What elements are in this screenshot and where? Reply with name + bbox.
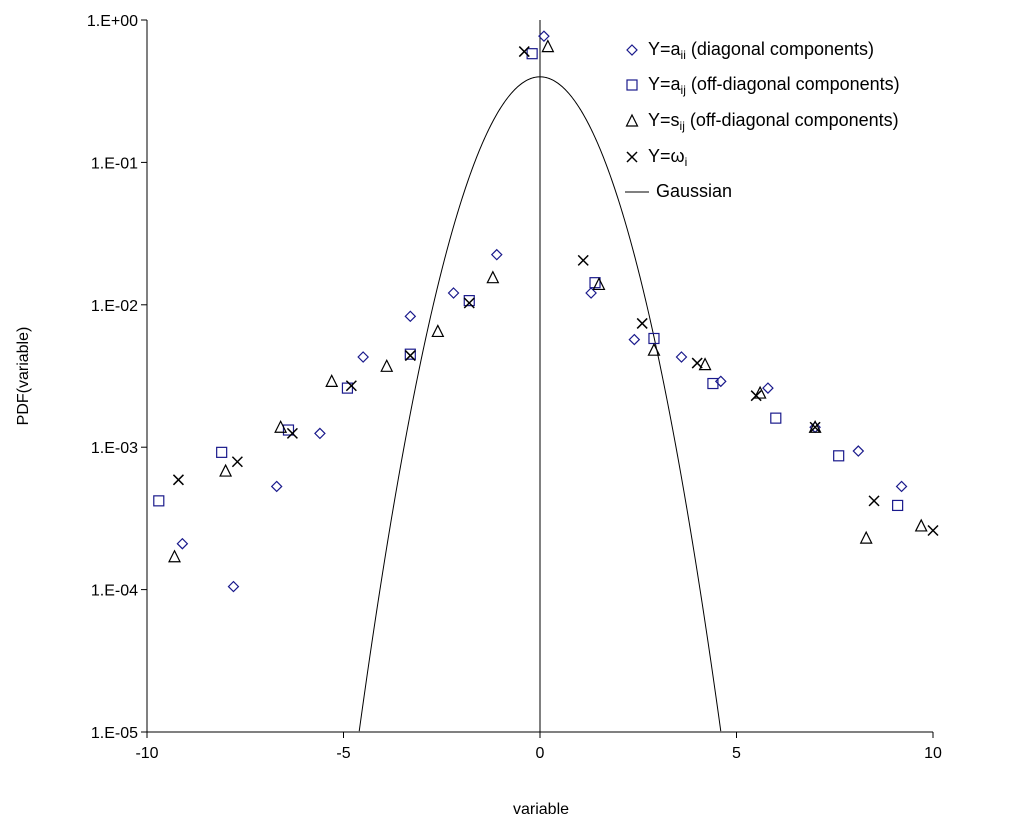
data-point-triangle (432, 325, 443, 336)
data-point-diamond (897, 481, 907, 491)
y-tick-label: 1.E-03 (91, 440, 138, 457)
data-point-diamond (676, 352, 686, 362)
y-tick-label: 1.E-02 (91, 298, 138, 315)
x-tick-label: -5 (336, 745, 350, 762)
legend-label-base: Y=a (648, 74, 682, 94)
legend-label: Y=aij (off-diagonal components) (648, 74, 900, 97)
data-point-triangle (487, 272, 498, 283)
data-point-square (527, 49, 537, 59)
legend-label-base: Y=ω (648, 146, 685, 166)
legend-label-rest: (off-diagonal components) (685, 110, 899, 130)
data-point-square (893, 500, 903, 510)
data-point-triangle (326, 375, 337, 386)
data-point-cross (751, 391, 761, 401)
data-point-diamond (272, 481, 282, 491)
legend-label-rest: (diagonal components) (686, 39, 874, 59)
x-tick-label: 10 (924, 745, 942, 762)
x-tick-label: -10 (135, 745, 158, 762)
data-point-cross (464, 298, 474, 308)
data-point-diamond (177, 539, 187, 549)
data-point-diamond (763, 383, 773, 393)
data-point-triangle (916, 520, 927, 531)
legend-label: Y=ωi (648, 146, 687, 169)
legend-label-base: Y=s (648, 110, 680, 130)
legend-label-base: Gaussian (656, 181, 732, 201)
data-point-cross (232, 457, 242, 467)
data-point-triangle (220, 465, 231, 476)
data-point-cross (637, 318, 647, 328)
data-point-diamond (358, 352, 368, 362)
data-point-cross (578, 255, 588, 265)
data-point-cross (346, 381, 356, 391)
legend-label: Gaussian (656, 181, 732, 201)
legend-marker-cross (627, 152, 637, 162)
x-axis-label: variable (513, 801, 569, 818)
y-tick-label: 1.E+00 (87, 13, 138, 30)
data-point-diamond (315, 428, 325, 438)
data-point-square (771, 413, 781, 423)
legend: Y=aii (diagonal components) Y=aij (off-di… (625, 39, 900, 201)
data-point-square (464, 296, 474, 306)
data-point-square (217, 447, 227, 457)
y-tick-label: 1.E-05 (91, 725, 138, 742)
data-point-triangle (861, 532, 872, 543)
y-tick-label: 1.E-04 (91, 583, 138, 600)
data-point-square (405, 349, 415, 359)
data-point-diamond (228, 582, 238, 592)
y-tick-label: 1.E-01 (91, 155, 138, 172)
data-point-triangle (169, 551, 180, 562)
data-point-diamond (449, 288, 459, 298)
legend-label: Y=sij (off-diagonal components) (648, 110, 899, 133)
data-point-diamond (492, 250, 502, 260)
y-axis-label: PDF(variable) (15, 327, 32, 426)
data-point-triangle (542, 41, 553, 52)
x-tick-label: 5 (732, 745, 741, 762)
data-point-triangle (275, 421, 286, 432)
legend-marker-diamond (627, 45, 637, 55)
legend-label-subscript: i (685, 155, 688, 169)
legend-marker-square (627, 80, 637, 90)
data-point-cross (173, 475, 183, 485)
data-point-cross (287, 428, 297, 438)
data-point-diamond (716, 376, 726, 386)
legend-label: Y=aii (diagonal components) (648, 39, 874, 62)
data-point-cross (519, 47, 529, 57)
data-point-diamond (405, 311, 415, 321)
data-point-diamond (629, 335, 639, 345)
data-point-square (154, 496, 164, 506)
data-point-cross (869, 496, 879, 506)
data-point-diamond (853, 446, 863, 456)
data-point-triangle (381, 360, 392, 371)
legend-label-rest: (off-diagonal components) (686, 74, 900, 94)
data-point-square (834, 451, 844, 461)
legend-marker-triangle (627, 115, 638, 126)
data-point-cross (928, 526, 938, 536)
x-tick-label: 0 (536, 745, 545, 762)
legend-label-base: Y=a (648, 39, 682, 59)
data-point-cross (692, 358, 702, 368)
